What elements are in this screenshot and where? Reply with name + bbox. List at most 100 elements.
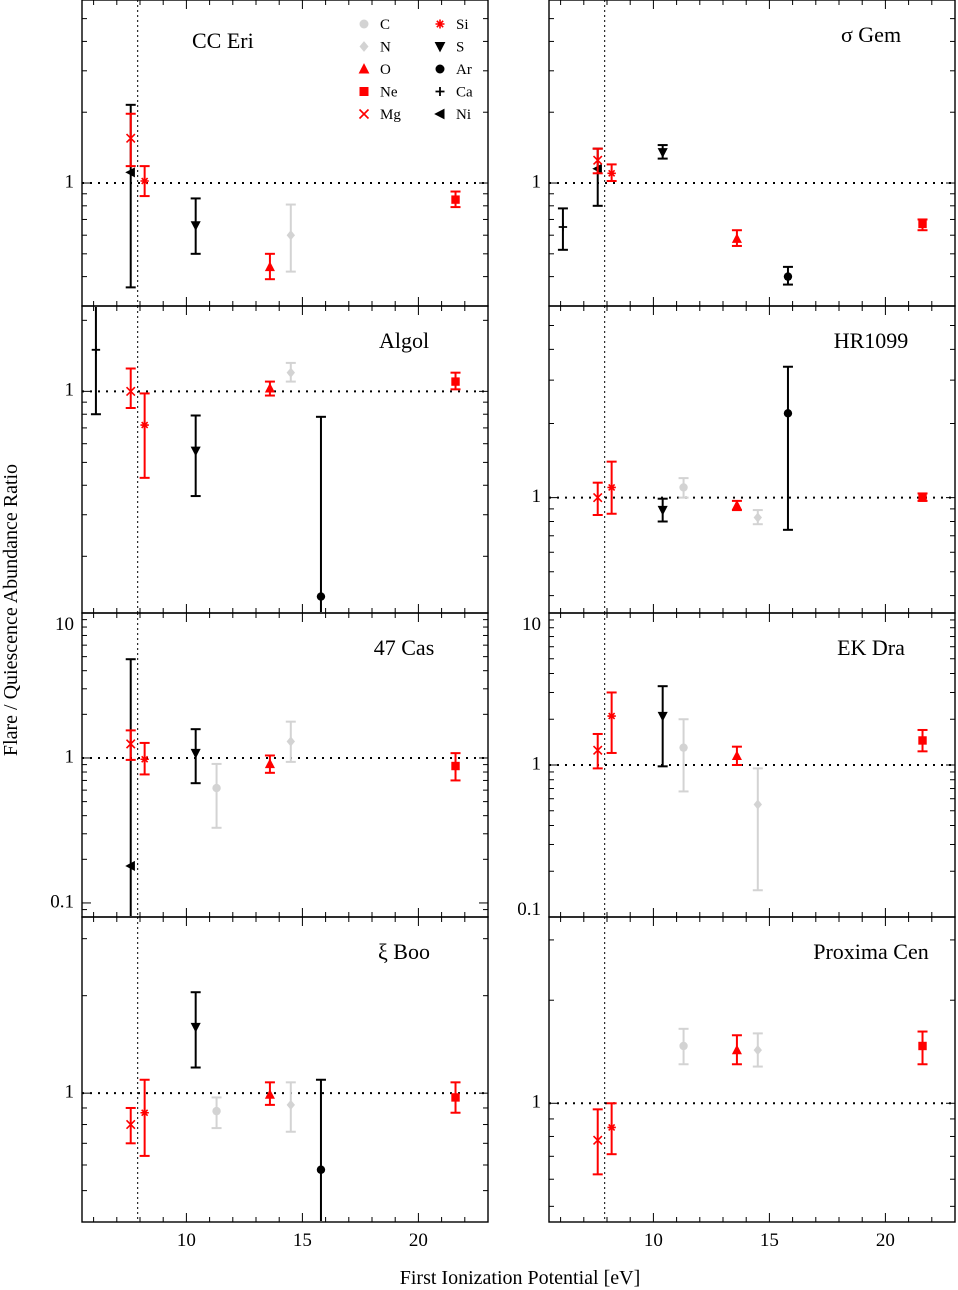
legend-entry-ne: Ne (359, 85, 398, 101)
panel-title: Proxima Cen (813, 939, 929, 964)
panel-title: ξ Boo (378, 939, 430, 964)
x-tick-label: 15 (293, 1230, 312, 1251)
panel-cc-eri: 1 CC Eri (65, 0, 489, 307)
data-point-si (139, 1078, 150, 1157)
data-point-mg (592, 732, 603, 770)
legend-entry-ca: Ca (435, 85, 473, 101)
panel-title: Algol (379, 328, 429, 353)
x-tick-label: 15 (760, 1230, 779, 1251)
data-point-ar (782, 265, 793, 286)
y-tick-label: 1 (65, 746, 75, 767)
data-point-mg (592, 147, 603, 175)
x-tick-label: 10 (644, 1230, 663, 1251)
data-point-s (190, 728, 201, 785)
data-point-ne (917, 1030, 928, 1066)
data-point-ni (125, 658, 136, 916)
legend-label: Ne (380, 85, 398, 101)
panel-frame (548, 916, 956, 1223)
panel--boo: 1 10 15 20 ξ Boo (65, 916, 489, 1251)
legend-entry-o: O (358, 62, 391, 78)
panel-title: σ Gem (841, 22, 901, 47)
data-point-n (752, 1032, 763, 1068)
data-point-si (606, 691, 617, 754)
legend-label: S (456, 40, 464, 56)
data-point-si (606, 163, 617, 182)
data-point-ca (557, 207, 568, 251)
legend-label: Ca (456, 85, 473, 101)
panel-title: EK Dra (837, 635, 905, 660)
data-point-c (678, 1027, 689, 1066)
x-tick-label: 20 (876, 1230, 895, 1251)
data-point-ne (450, 1081, 461, 1114)
data-point-ne (450, 371, 461, 391)
data-point-o (731, 1034, 742, 1066)
data-point-si (606, 460, 617, 515)
data-point-mg (125, 1106, 136, 1145)
legend-label: Ar (456, 62, 472, 78)
data-point-si (139, 165, 150, 198)
y-tick-label: 10 (522, 614, 541, 635)
y-tick-label: 1 (532, 753, 542, 774)
y-tick-label: 1 (532, 1092, 542, 1113)
data-point-ne (917, 218, 928, 232)
y-tick-label: 1 (532, 171, 542, 192)
data-point-o (264, 754, 275, 774)
legend: CNO Ne Mg Si S Ar Ca Ni (358, 17, 473, 123)
y-tick-label: 1 (65, 380, 75, 401)
panel-algol: 1 Algol (65, 305, 489, 614)
data-point-n (752, 767, 763, 892)
data-point-c (678, 718, 689, 793)
legend-entry-s: S (434, 40, 464, 56)
legend-entry-mg: Mg (358, 107, 401, 123)
data-point-s (190, 991, 201, 1069)
panel-hr1099: 1 HR1099 (532, 305, 956, 614)
y-tick-label: 0.1 (517, 899, 541, 920)
y-axis-title: Flare / Quiescence Abundance Ratio (0, 464, 22, 756)
data-point-ca (90, 307, 101, 416)
y-tick-label: 10 (55, 614, 74, 635)
data-point-o (731, 745, 742, 766)
panel-ek-dra: 0.1 1 10 EK Dra (517, 612, 956, 920)
data-point-o (731, 499, 742, 512)
data-point-s (657, 144, 668, 160)
data-point-n (285, 361, 296, 383)
panel-title: HR1099 (834, 328, 909, 353)
panel-frame (81, 916, 489, 1223)
data-point-ne (450, 752, 461, 782)
legend-entry-n: N (359, 40, 391, 56)
data-point-si (606, 1102, 617, 1156)
data-point-ar (315, 415, 326, 612)
data-point-o (264, 380, 275, 397)
y-tick-label: 1 (65, 1082, 75, 1103)
data-point-mg (592, 481, 603, 517)
data-point-n (285, 1081, 296, 1133)
data-point-c (211, 1096, 222, 1130)
data-point-n (285, 720, 296, 763)
legend-label: O (380, 62, 391, 78)
panel-proxima-cen: 1 10 15 20 Proxima Cen (532, 916, 956, 1251)
legend-label: Si (456, 17, 469, 33)
panel-title: CC Eri (192, 28, 254, 53)
legend-label: C (380, 17, 390, 33)
data-point-o (264, 252, 275, 281)
data-point-c (211, 762, 222, 829)
y-tick-label: 0.1 (50, 891, 74, 912)
panel-frame (81, 0, 489, 307)
data-point-ar (782, 365, 793, 531)
legend-entry-ni: Ni (434, 107, 471, 123)
legend-entry-ar: Ar (435, 62, 472, 78)
data-point-s (657, 685, 668, 768)
data-point-mg (125, 367, 136, 410)
data-point-s (190, 414, 201, 498)
data-point-ne (917, 728, 928, 753)
legend-label: N (380, 40, 391, 56)
legend-entry-si: Si (435, 17, 469, 33)
legend-entry-c: C (359, 17, 390, 33)
panel--gem: 1 σ Gem (532, 0, 956, 307)
data-point-mg (592, 1108, 603, 1176)
data-point-ne (917, 492, 928, 502)
data-point-o (731, 229, 742, 247)
data-point-o (264, 1081, 275, 1106)
x-tick-label: 20 (409, 1230, 428, 1251)
